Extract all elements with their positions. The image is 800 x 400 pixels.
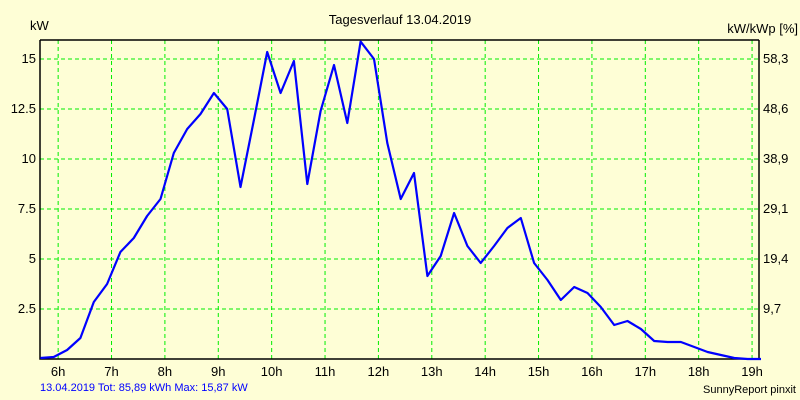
x-tick-label: 14h — [474, 364, 496, 379]
y-axis-label-right: kW/kWp [%] — [727, 21, 798, 36]
y-axis-label-left: kW — [30, 18, 49, 33]
y-tick-label-left: 7.5 — [17, 201, 36, 216]
y-tick-label-right: 19,4 — [763, 251, 789, 266]
x-tick-label: 9h — [211, 364, 226, 379]
x-tick-label: 17h — [634, 364, 657, 379]
brand-text: SunnyReport pinxit — [703, 384, 796, 396]
x-tick-label: 6h — [50, 364, 66, 379]
y-tick-label-left: 15 — [21, 51, 36, 66]
x-tick-label: 8h — [157, 364, 173, 379]
x-tick-label: 11h — [314, 364, 336, 379]
y-tick-label-right: 38,9 — [763, 151, 789, 166]
y-tick-label-right: 58,3 — [763, 51, 789, 66]
x-tick-label: 10h — [260, 364, 283, 379]
x-tick-label: 19h — [741, 364, 763, 379]
y-tick-label-left: 5 — [28, 251, 36, 266]
y-tick-label-left: 10 — [21, 151, 36, 166]
axis-frame — [39, 40, 760, 360]
y-tick-label-right: 48,6 — [763, 101, 789, 116]
x-tick-label: 13h — [420, 364, 443, 379]
y-tick-label-left: 2.5 — [17, 301, 36, 316]
x-tick-label: 12h — [367, 364, 390, 379]
x-tick-label: 18h — [687, 364, 710, 379]
x-tick-label: 16h — [581, 364, 603, 379]
chart-title: Tagesverlauf 13.04.2019 — [328, 12, 472, 27]
y-tick-label-right: 29,1 — [763, 201, 789, 216]
x-tick-label: 15h — [527, 364, 550, 379]
x-tick-label: 7h — [104, 364, 119, 379]
y-tick-label-right: 9,7 — [763, 301, 782, 316]
y-tick-label-left: 12.5 — [10, 101, 36, 116]
summary-text: 13.04.2019 Tot: 85,89 kWh Max: 15,87 kW — [40, 382, 248, 394]
series-line-kw — [40, 40, 761, 361]
